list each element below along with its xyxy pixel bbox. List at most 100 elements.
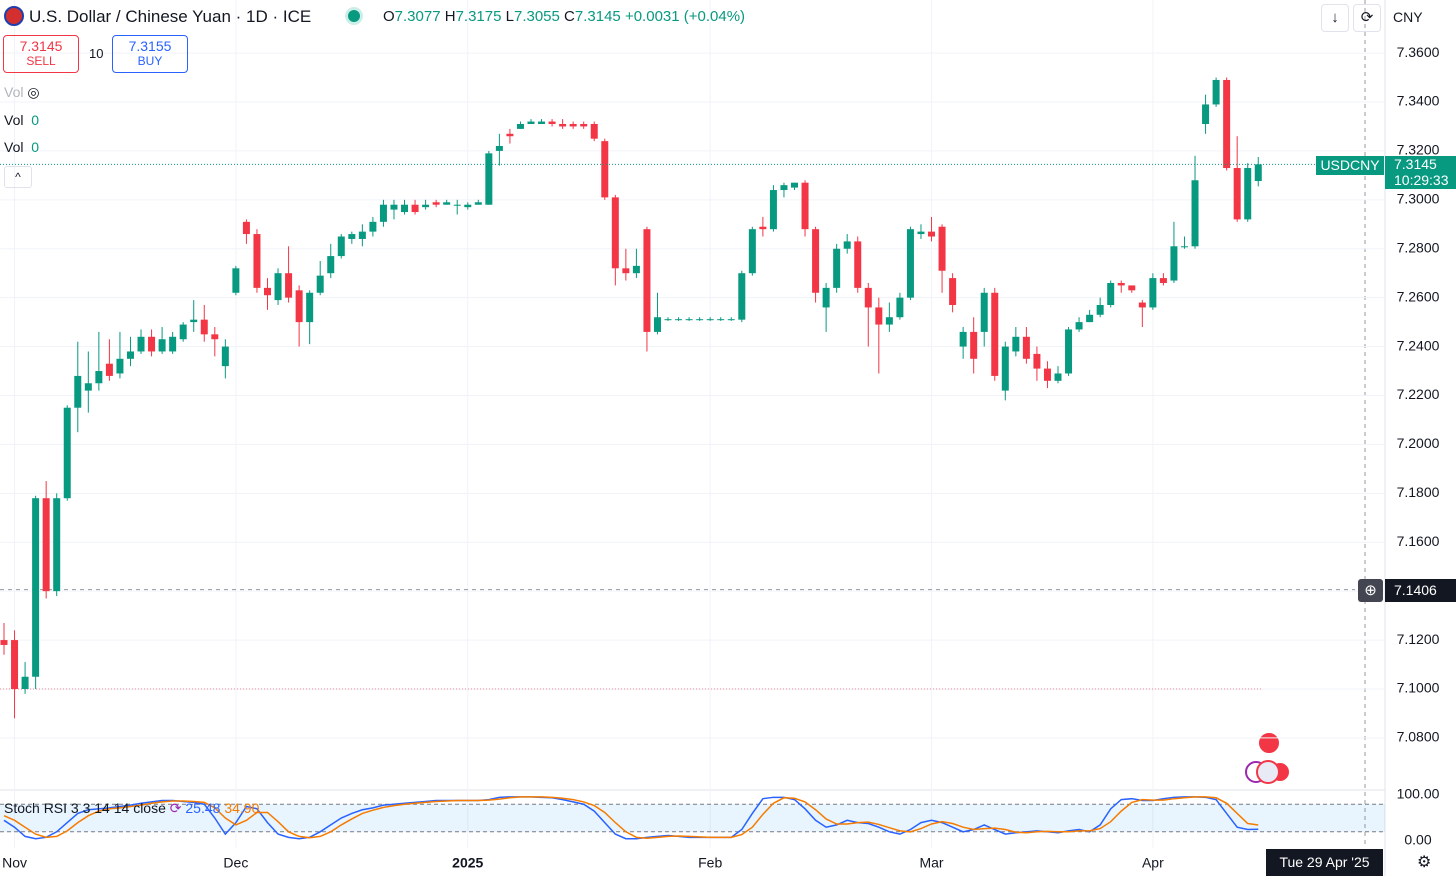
x-tick-label: Mar <box>919 855 943 871</box>
candle-body <box>0 640 8 645</box>
buy-button[interactable]: 7.3155 BUY <box>112 35 188 73</box>
candle-body <box>1107 282 1115 305</box>
download-button[interactable]: ↓ <box>1321 4 1349 32</box>
refresh-button[interactable]: ⟳ <box>1353 4 1381 32</box>
candle-body <box>21 676 29 689</box>
candle-body <box>285 273 293 298</box>
x-tick-label: Dec <box>223 855 248 871</box>
candle-body <box>485 153 493 205</box>
candle-body <box>590 124 598 139</box>
candle-body <box>1054 373 1062 381</box>
stoch-icon[interactable]: ⟳ <box>169 800 182 816</box>
symbol-tag: USDCNY <box>1316 156 1384 175</box>
vol-value: 0 <box>31 112 40 128</box>
candle-body <box>685 319 693 321</box>
y-tick-label: 7.2400 <box>1397 337 1440 353</box>
candle-body <box>812 229 820 293</box>
candle-body <box>200 319 208 335</box>
candle-body <box>959 331 967 347</box>
sell-label: SELL <box>26 54 56 68</box>
eye-icon[interactable]: ◎ <box>27 84 40 100</box>
currency[interactable]: CNY <box>1393 9 1423 25</box>
stoch-legend: Stoch RSI 3 3 14 14 close ⟳ 25.48 34.90 <box>4 800 259 817</box>
x-tick-label: Feb <box>698 855 722 871</box>
add-button[interactable]: ⊕ <box>1358 579 1383 602</box>
o-letter: O <box>383 8 395 25</box>
candle-body <box>11 640 19 689</box>
candle-body <box>74 375 82 408</box>
candle-body <box>527 121 535 125</box>
flag-icon[interactable] <box>1257 731 1281 755</box>
candle-body <box>1202 104 1210 125</box>
low-value: 7.3055 <box>513 8 560 25</box>
buy-price: 7.3155 <box>128 38 172 54</box>
candle-body <box>432 202 440 205</box>
k-value: 25.48 <box>185 800 221 816</box>
candle-body <box>822 287 830 308</box>
candle-body <box>369 221 377 232</box>
candle-body <box>126 351 134 359</box>
flag-icon[interactable] <box>1256 760 1280 784</box>
candle-body <box>1191 180 1199 247</box>
candle-body <box>675 319 683 321</box>
candle-body <box>1001 346 1009 391</box>
candle-body <box>327 256 335 274</box>
candle-body <box>1170 246 1178 281</box>
candle-body <box>264 287 271 296</box>
candle-body <box>1180 246 1188 248</box>
candle-body <box>885 317 893 325</box>
c-letter: C <box>564 8 575 25</box>
candle-body <box>717 319 725 321</box>
candle-body <box>696 319 704 321</box>
candle-body <box>516 124 524 129</box>
candle-body <box>875 307 883 325</box>
y-tick-label: 100.00 <box>1397 786 1440 802</box>
sell-price: 7.3145 <box>19 38 63 54</box>
y-tick-label: 7.3600 <box>1397 44 1440 60</box>
vol-row: Vol 0 <box>4 139 39 155</box>
crosshair-price-tag: 7.1406 <box>1385 579 1456 602</box>
candle-body <box>221 346 229 367</box>
candle-body <box>896 297 904 318</box>
candle-body <box>358 231 366 239</box>
candle-body <box>274 273 282 301</box>
candle-body <box>84 383 92 391</box>
candle-body <box>32 498 40 677</box>
candle-body <box>95 371 103 384</box>
candle-body <box>864 287 872 308</box>
candle-body <box>748 229 756 274</box>
y-tick-label: 7.3400 <box>1397 93 1440 109</box>
y-tick-label: 7.2800 <box>1397 239 1440 255</box>
stoch-line <box>3 796 1259 840</box>
candle-body <box>464 204 472 208</box>
candle-body <box>253 234 261 288</box>
symbol-icon <box>4 6 24 26</box>
candle-body <box>1065 329 1073 374</box>
candle-body <box>928 231 936 237</box>
candle-body <box>622 268 630 274</box>
candle-body <box>137 336 145 352</box>
candle-body <box>791 182 798 188</box>
candle-body <box>411 204 419 213</box>
quantity: 10 <box>89 46 104 61</box>
h-letter: H <box>444 8 456 25</box>
candle-body <box>653 317 661 332</box>
sell-button[interactable]: 7.3145 SELL <box>3 35 79 73</box>
x-tick-label: Nov <box>2 855 27 871</box>
candle-body <box>611 197 619 269</box>
candle-body <box>1149 278 1157 308</box>
candle-body <box>422 204 430 208</box>
candle-body <box>1233 168 1241 220</box>
candle-body <box>63 407 71 499</box>
settings-icon[interactable]: ⚙ <box>1417 854 1432 871</box>
candle-body <box>1138 302 1146 308</box>
candle-body <box>991 292 999 376</box>
y-tick-label: 0.00 <box>1404 832 1431 848</box>
collapse-button[interactable]: ^ <box>4 166 32 188</box>
vol-label: Vol <box>4 84 24 100</box>
candle-body <box>759 226 767 230</box>
candle-body <box>348 234 356 239</box>
vol-row: Vol 0 <box>4 112 39 128</box>
